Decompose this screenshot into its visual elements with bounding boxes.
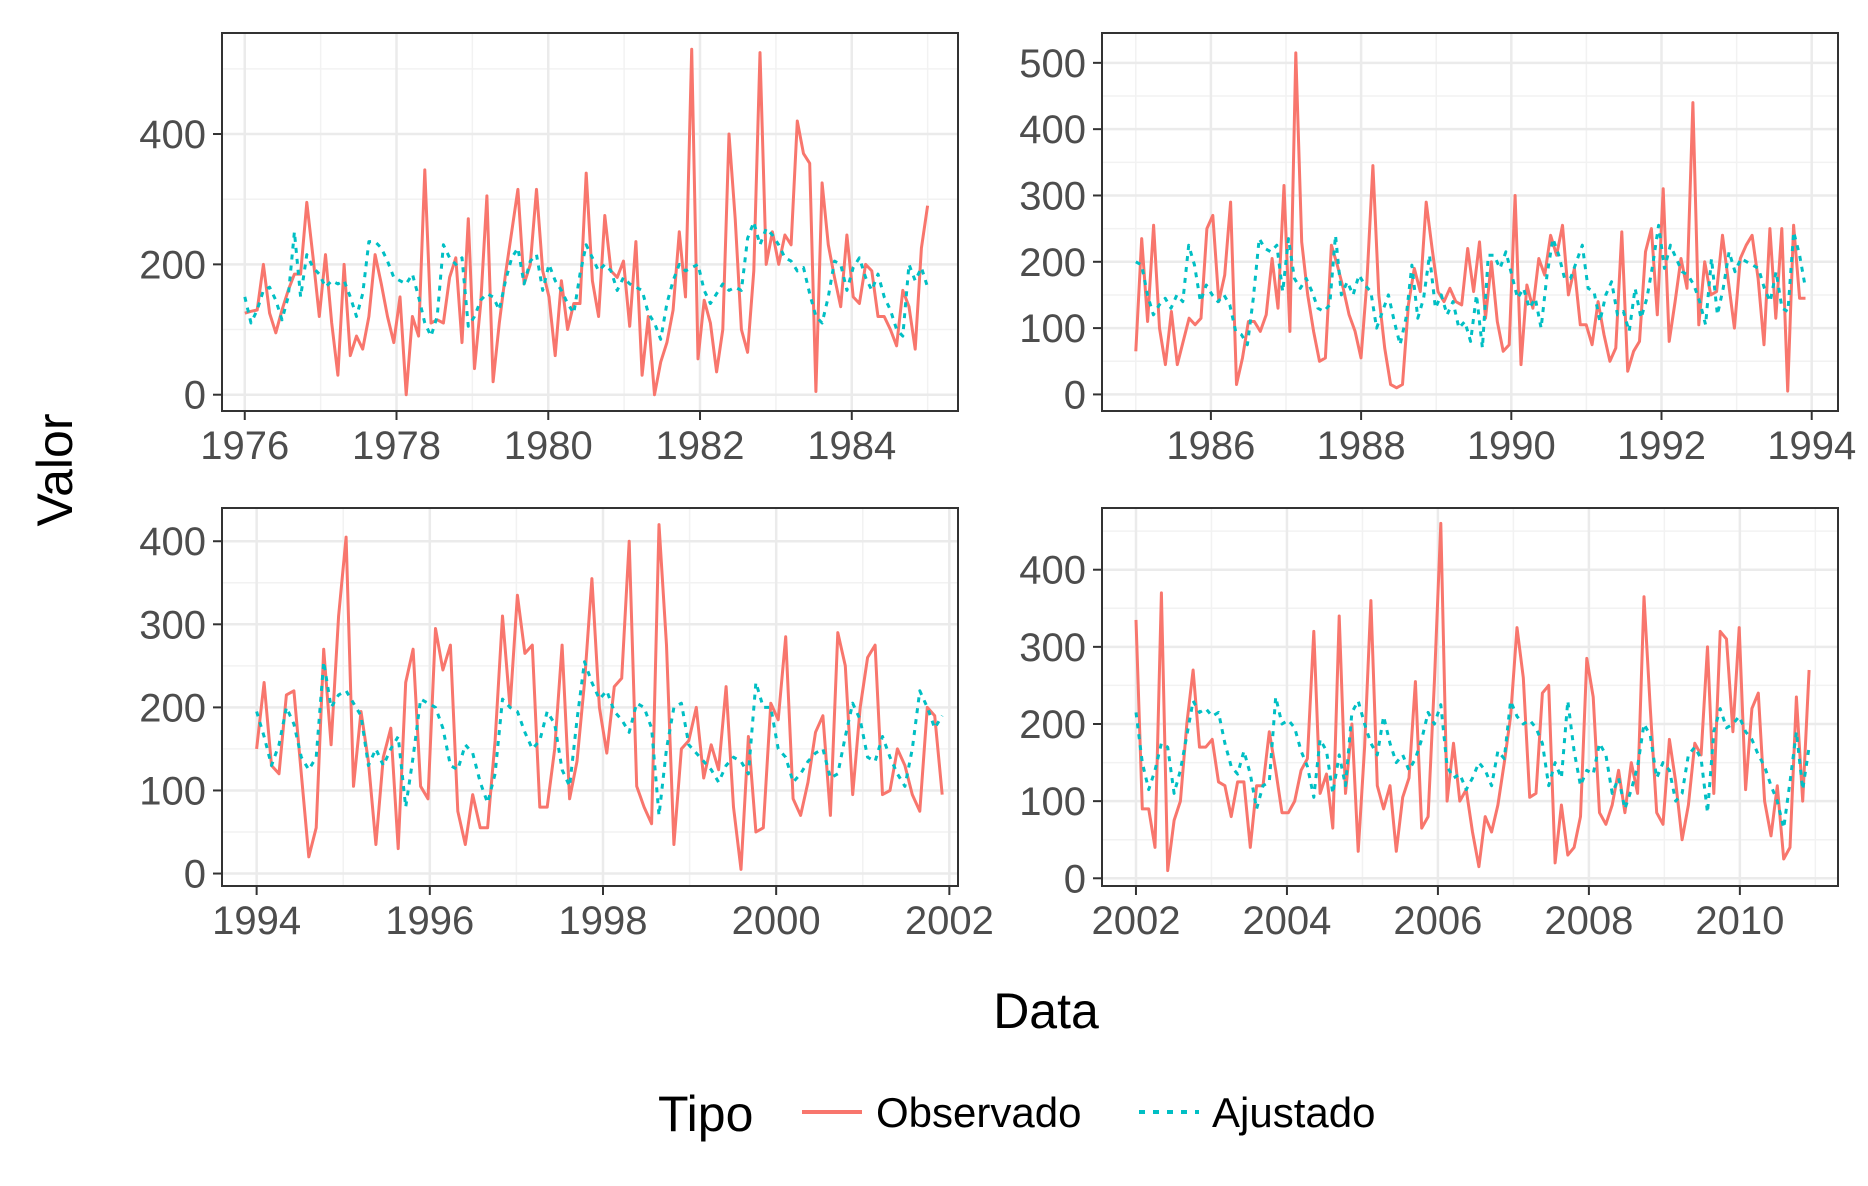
legend-title: Tipo	[658, 1086, 753, 1142]
x-tick-label: 1994	[1767, 424, 1856, 468]
x-tick-label: 1980	[504, 424, 593, 468]
y-tick-label: 200	[1019, 241, 1086, 285]
y-tick-label: 0	[1064, 373, 1086, 417]
x-tick-label: 1982	[656, 424, 745, 468]
panel-border	[221, 507, 959, 887]
series-line-observado	[1134, 521, 1811, 873]
panel-border	[1101, 32, 1839, 412]
y-tick-label: 400	[139, 520, 206, 564]
x-tick-label: 1996	[385, 899, 474, 943]
x-tick-label: 1994	[212, 899, 301, 943]
x-tick-label: 2004	[1242, 899, 1331, 943]
x-tick-label: 2006	[1393, 899, 1482, 943]
x-tick-label: 1978	[352, 424, 441, 468]
y-tick-label: 100	[139, 769, 206, 813]
series-line-observado	[1134, 51, 1806, 393]
panel-background	[1102, 508, 1838, 886]
y-tick-label: 0	[1064, 857, 1086, 901]
x-tick-label: 1984	[807, 424, 896, 468]
y-tick-label: 200	[139, 243, 206, 287]
x-tick-label: 1976	[200, 424, 289, 468]
series-line-observado	[255, 523, 944, 871]
y-tick-label: 300	[1019, 174, 1086, 218]
y-tick-label: 0	[184, 853, 206, 897]
panel-border	[1101, 507, 1839, 887]
x-tick-label: 1988	[1317, 424, 1406, 468]
y-tick-label: 400	[1019, 108, 1086, 152]
series-line-ajustado	[1134, 695, 1811, 830]
facet-panel-3: 1994 1996 1998 2000 2002 0 100 200 300 400	[139, 507, 994, 943]
y-tick-label: 100	[1019, 307, 1086, 351]
y-tick-label: 100	[1019, 780, 1086, 824]
series-line-ajustado	[1135, 223, 1807, 350]
x-tick-label: 2002	[905, 899, 994, 943]
facet-panel-2: 1986 1988 1990 1992 1994 0 100 200 300 400 500	[1019, 32, 1856, 468]
x-tick-label: 1992	[1617, 424, 1706, 468]
x-tick-label: 2010	[1695, 899, 1784, 943]
series-line-observado	[244, 47, 930, 397]
y-tick-label: 500	[1019, 42, 1086, 86]
y-tick-label: 200	[1019, 703, 1086, 747]
x-tick-label: 2002	[1091, 899, 1180, 943]
legend-label-ajustado: Ajustado	[1212, 1089, 1375, 1136]
facet-panel-4: 2002 2004 2006 2008 2010 0 100 200 300 400	[1019, 507, 1839, 943]
y-tick-label: 200	[139, 686, 206, 730]
y-tick-label: 400	[139, 113, 206, 157]
x-axis-title: Data	[993, 983, 1099, 1039]
facet-panel-1: 1976 1978 1980 1982 1984 0 200 400	[139, 32, 959, 468]
x-tick-label: 2000	[732, 899, 821, 943]
panel-border	[221, 32, 959, 412]
y-axis-title: Valor	[27, 413, 83, 526]
legend: Tipo Observado Ajustado	[658, 1086, 1375, 1142]
x-tick-label: 1990	[1467, 424, 1556, 468]
x-tick-label: 1986	[1166, 424, 1255, 468]
y-tick-label: 300	[1019, 626, 1086, 670]
y-tick-label: 300	[139, 603, 206, 647]
x-tick-label: 1998	[558, 899, 647, 943]
y-tick-label: 400	[1019, 549, 1086, 593]
y-tick-label: 0	[184, 374, 206, 418]
legend-label-observado: Observado	[876, 1089, 1081, 1136]
x-tick-label: 2008	[1544, 899, 1633, 943]
series-line-ajustado	[243, 220, 930, 341]
